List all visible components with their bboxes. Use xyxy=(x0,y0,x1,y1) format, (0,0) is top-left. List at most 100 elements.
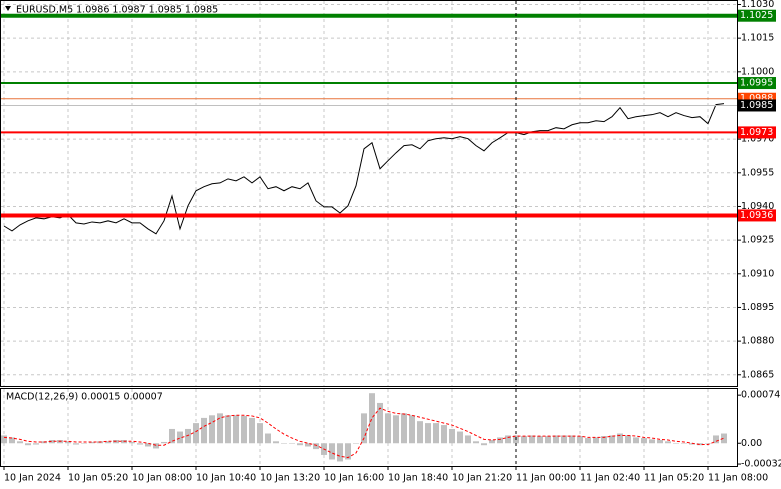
y-tick-label: 1.0910 xyxy=(741,268,774,279)
macd-bar xyxy=(81,443,87,444)
macd-bar xyxy=(297,443,303,446)
macd-bar xyxy=(641,438,647,444)
macd-bar xyxy=(9,437,15,444)
macd-bar xyxy=(377,402,383,444)
y-tick-label: 0.00 xyxy=(741,438,762,449)
macd-bar xyxy=(633,437,639,444)
x-tick-label: 11 Jan 02:40 xyxy=(580,473,640,484)
macd-bar xyxy=(257,423,263,444)
macd-bar xyxy=(49,440,55,444)
macd-bar xyxy=(553,435,559,444)
macd-bar xyxy=(201,417,207,444)
macd-bar xyxy=(497,437,503,444)
macd-bar xyxy=(225,415,231,444)
macd-bar xyxy=(353,443,359,444)
macd-bar xyxy=(369,393,375,444)
x-tick-label: 10 Jan 2024 xyxy=(4,473,61,484)
macd-bar xyxy=(265,433,271,444)
level-label: 1.1025 xyxy=(740,10,773,21)
level-label-box xyxy=(738,99,776,112)
macd-bar xyxy=(545,436,551,444)
macd-bar xyxy=(489,440,495,444)
macd-bar xyxy=(217,413,223,444)
level-label-box xyxy=(738,77,776,90)
macd-bar xyxy=(161,441,167,444)
macd-bar xyxy=(705,443,711,444)
macd-bar xyxy=(329,443,335,460)
macd-bar xyxy=(473,441,479,444)
macd-bar xyxy=(233,415,239,444)
macd-bar xyxy=(273,441,279,444)
y-tick-label: 1.1000 xyxy=(741,66,774,77)
x-tick-label: 11 Jan 00:00 xyxy=(516,473,576,484)
signal-line xyxy=(3,407,725,459)
macd-bar xyxy=(17,441,23,444)
macd-bar xyxy=(697,443,703,446)
macd-bar xyxy=(593,437,599,444)
macd-bar xyxy=(65,441,71,444)
level-label: 1.0988 xyxy=(740,93,773,104)
macd-bar xyxy=(345,443,351,460)
macd-bar xyxy=(177,431,183,444)
macd-bar xyxy=(529,435,535,444)
x-tick-label: 10 Jan 16:00 xyxy=(324,473,384,484)
x-tick-label: 10 Jan 05:20 xyxy=(68,473,128,484)
level-label: 1.0936 xyxy=(740,210,773,221)
y-tick-label: 1.1015 xyxy=(741,33,774,44)
macd-bar xyxy=(665,441,671,444)
macd-bar xyxy=(617,433,623,444)
macd-bar xyxy=(681,443,687,444)
macd-bar xyxy=(625,435,631,444)
macd-bar xyxy=(153,443,159,449)
macd-bar xyxy=(457,431,463,444)
macd-bar xyxy=(137,443,143,445)
macd-bar xyxy=(609,435,615,444)
x-tick-label: 10 Jan 08:00 xyxy=(132,473,192,484)
macd-bar xyxy=(721,433,727,444)
macd-bar xyxy=(25,443,31,446)
y-tick-label: 1.0940 xyxy=(741,201,774,212)
macd-bar xyxy=(601,436,607,444)
macd-bar xyxy=(425,423,431,444)
level-label-box xyxy=(738,126,776,139)
chart-title: EURUSD,M5 1.0986 1.0987 1.0985 1.0985 xyxy=(16,5,218,16)
y-tick-label: 1.0925 xyxy=(741,235,774,246)
macd-bar xyxy=(713,435,719,444)
macd-bar xyxy=(305,443,311,447)
y-tick-label: 1.0895 xyxy=(741,302,774,313)
x-tick-label: 11 Jan 08:00 xyxy=(708,473,768,484)
macd-bar xyxy=(361,413,367,444)
macd-bar xyxy=(657,440,663,444)
y-tick-label: 1.0970 xyxy=(741,134,774,145)
macd-bar xyxy=(561,435,567,444)
macd-bar xyxy=(585,438,591,444)
macd-bar xyxy=(569,435,575,444)
macd-bar xyxy=(505,435,511,444)
macd-bar xyxy=(209,415,215,444)
macd-bar xyxy=(169,428,175,444)
x-tick-label: 10 Jan 10:40 xyxy=(196,473,256,484)
macd-bar xyxy=(465,435,471,444)
macd-bar xyxy=(289,443,295,444)
macd-bar xyxy=(409,415,415,444)
macd-bar xyxy=(129,441,135,444)
level-label-box xyxy=(738,209,776,222)
macd-bar xyxy=(105,441,111,444)
macd-bar xyxy=(73,443,79,445)
macd-bar xyxy=(449,428,455,444)
macd-bar xyxy=(145,443,151,447)
macd-bar xyxy=(89,441,95,444)
macd-bar xyxy=(481,443,487,446)
price-line xyxy=(3,103,725,235)
macd-bar xyxy=(577,436,583,444)
macd-bar xyxy=(689,443,695,445)
level-label: 1.0985 xyxy=(740,100,773,111)
macd-bar xyxy=(433,423,439,444)
macd-title: MACD(12,26,9) 0.00015 0.00007 xyxy=(6,392,163,403)
macd-bar xyxy=(401,413,407,444)
x-tick-label: 10 Jan 13:20 xyxy=(260,473,320,484)
x-tick-label: 10 Jan 18:40 xyxy=(388,473,448,484)
macd-bar xyxy=(193,423,199,444)
